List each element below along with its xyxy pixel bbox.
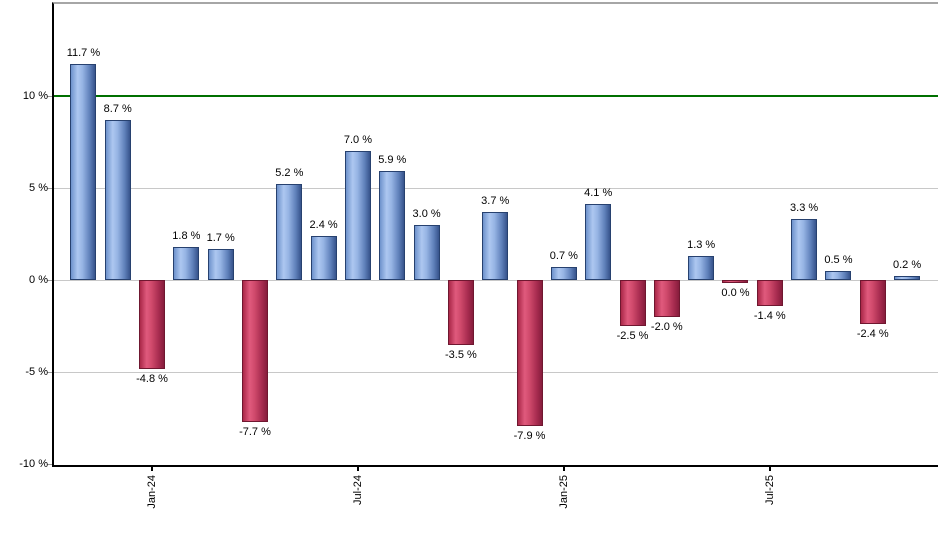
x-axis-tick-label: Jul-25 [763, 475, 776, 505]
bar [447, 280, 474, 345]
bar-value-label: 0.5 % [824, 253, 853, 266]
gridline [54, 280, 938, 281]
bar [653, 280, 680, 317]
y-axis-tick-label: -10 % [19, 458, 48, 471]
bar-value-label: 4.1 % [584, 187, 613, 200]
bar [585, 204, 612, 280]
bar [276, 184, 303, 280]
bar [344, 150, 371, 280]
gridline [54, 187, 938, 189]
bar-value-label: 0.2 % [893, 259, 922, 272]
bar [207, 248, 234, 280]
bar [756, 280, 783, 306]
bar [825, 270, 852, 280]
bar-value-label: -2.4 % [856, 328, 889, 341]
x-axis-tick [151, 465, 154, 471]
bar [310, 235, 337, 280]
bar [859, 280, 886, 325]
bar [619, 280, 646, 327]
bar-value-label: 1.3 % [687, 239, 716, 252]
x-axis-tick [562, 465, 565, 471]
bar-value-label: 5.9 % [378, 154, 407, 167]
bar [550, 267, 577, 280]
y-axis-tick [47, 187, 52, 189]
y-axis-tick-label: -5 % [25, 366, 48, 379]
bar-value-label: 0.0 % [721, 286, 750, 299]
bar [688, 256, 715, 280]
y-axis-tick-label: 5 % [29, 181, 48, 194]
y-axis-tick [47, 372, 52, 374]
bar [482, 211, 509, 280]
bar [379, 171, 406, 280]
bar-value-label: -7.7 % [239, 425, 271, 438]
bar-value-label: 3.3 % [790, 202, 819, 215]
x-axis-tick-label: Jan-24 [146, 475, 159, 509]
y-axis-tick [47, 280, 52, 281]
bar-value-label: 5.2 % [275, 167, 304, 180]
bar [104, 119, 131, 280]
bar-value-label: -3.5 % [445, 348, 477, 361]
bar [722, 280, 749, 283]
bar-value-label: 1.8 % [172, 229, 201, 242]
bar-value-label: 11.7 % [66, 47, 101, 60]
plot-area: 10 % 5 % 0 % -5 % -10 % 11.7 % 8.7 % -4.8 % 1.8 … [19, 2, 938, 509]
bar-value-label: -1.4 % [753, 309, 786, 322]
bar-value-label: 1.7 % [206, 231, 235, 244]
bar [70, 64, 97, 280]
y-axis-tick [47, 95, 52, 97]
target-line [54, 94, 938, 97]
x-axis-tick-label: Jul-24 [351, 475, 364, 505]
y-axis-tick-label: 10 % [22, 89, 48, 102]
bar-value-label: 3.7 % [481, 194, 510, 207]
bar-value-label: 2.4 % [309, 218, 338, 231]
bar-value-label: -7.9 % [513, 429, 546, 442]
bar-value-label: 8.7 % [103, 102, 132, 115]
bar-value-label: -4.8 % [136, 372, 168, 385]
bar-value-label: 7.0 % [343, 133, 373, 146]
bar-value-label: -2.0 % [650, 320, 683, 333]
y-axis-tick-label: 0 % [29, 274, 48, 286]
y-axis-tick [47, 464, 52, 466]
bar-value-label: -2.5 % [616, 330, 649, 343]
bar [242, 280, 268, 422]
bar-value-label: 3.0 % [412, 207, 441, 220]
bar [791, 219, 818, 280]
x-axis-tick-label: Jan-25 [557, 475, 570, 509]
x-axis-tick [356, 465, 359, 471]
gridline [54, 372, 938, 374]
bar [894, 276, 921, 280]
bar-value-label: 0.7 % [549, 250, 578, 263]
bar [413, 224, 440, 280]
x-axis-tick [768, 465, 771, 471]
bar [516, 280, 543, 426]
bar [173, 246, 200, 280]
bar [139, 280, 166, 369]
